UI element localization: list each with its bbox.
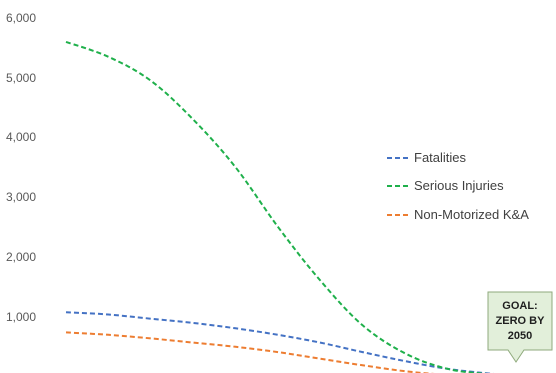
y-tick-label-2000: 2,000 [6, 250, 36, 264]
y-axis: 6,000 5,000 4,000 3,000 2,000 1,000 [6, 11, 36, 324]
legend-label-serious-injuries: Serious Injuries [414, 178, 504, 193]
legend: Fatalities Serious Injuries Non-Motorize… [387, 150, 529, 222]
legend-item-non-motorized: Non-Motorized K&A [387, 207, 529, 222]
goal-text-line-3: 2050 [508, 330, 532, 342]
legend-label-non-motorized: Non-Motorized K&A [414, 207, 529, 222]
legend-item-serious-injuries: Serious Injuries [387, 178, 504, 193]
legend-label-fatalities: Fatalities [414, 150, 467, 165]
goal-annotation: GOAL: ZERO BY 2050 [487, 291, 553, 363]
y-tick-label-1000: 1,000 [6, 310, 36, 324]
legend-item-fatalities: Fatalities [387, 150, 467, 165]
y-tick-label-4000: 4,000 [6, 130, 36, 144]
goal-text-line-1: GOAL: [502, 300, 537, 312]
series-line-fatalities [65, 311, 494, 373]
series-line-serious-injuries [65, 40, 488, 373]
series-layer [65, 40, 494, 373]
goal-callout-box [487, 291, 553, 363]
y-tick-label-6000: 6,000 [6, 11, 36, 25]
y-tick-label-3000: 3,000 [6, 190, 36, 204]
series-line-non-motorized-k-a [65, 331, 435, 373]
goal-text-line-2: ZERO BY [496, 315, 546, 327]
y-tick-label-5000: 5,000 [6, 71, 36, 85]
